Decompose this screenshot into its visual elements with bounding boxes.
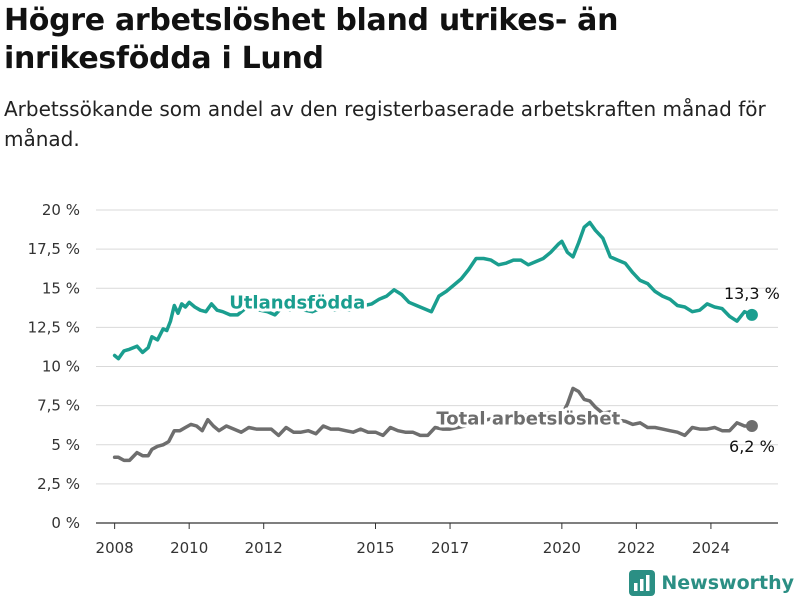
chart-subtitle: Arbetssökande som andel av den registerb…: [4, 97, 766, 151]
y-tick-label: 5 %: [51, 436, 80, 454]
end-value-label: 6,2 %: [729, 437, 775, 456]
brand-logo: Newsworthy: [629, 570, 794, 596]
brand-name: Newsworthy: [661, 572, 794, 594]
series-label: Total arbetslöshet: [436, 408, 620, 429]
series-line: [112, 220, 754, 361]
y-tick-label: 15 %: [42, 279, 80, 297]
series-line: [112, 386, 754, 463]
end-point-marker: [745, 419, 758, 432]
x-tick-label: 2015: [356, 539, 394, 557]
chart-title: Högre arbetslöshet bland utrikes- än inr…: [4, 3, 619, 76]
series-label: Utlandsfödda: [229, 293, 365, 314]
x-tick-label: 2012: [245, 539, 283, 557]
x-tick-label: 2024: [692, 539, 730, 557]
x-tick-label: 2010: [170, 539, 208, 557]
x-tick-label: 2017: [431, 539, 469, 557]
x-tick-label: 2008: [96, 539, 134, 557]
y-tick-label: 10 %: [42, 358, 80, 376]
end-value-label: 13,3 %: [724, 284, 780, 303]
y-tick-label: 0 %: [51, 514, 80, 532]
end-point-marker: [745, 308, 758, 321]
y-tick-label: 20 %: [42, 201, 80, 219]
y-tick-label: 12,5 %: [28, 318, 80, 336]
bar-chart-logo-icon: [629, 570, 656, 596]
y-tick-label: 2,5 %: [37, 475, 80, 493]
y-tick-label: 17,5 %: [28, 240, 80, 258]
x-tick-label: 2020: [543, 539, 581, 557]
x-tick-label: 2022: [617, 539, 655, 557]
y-tick-label: 7,5 %: [37, 397, 80, 415]
